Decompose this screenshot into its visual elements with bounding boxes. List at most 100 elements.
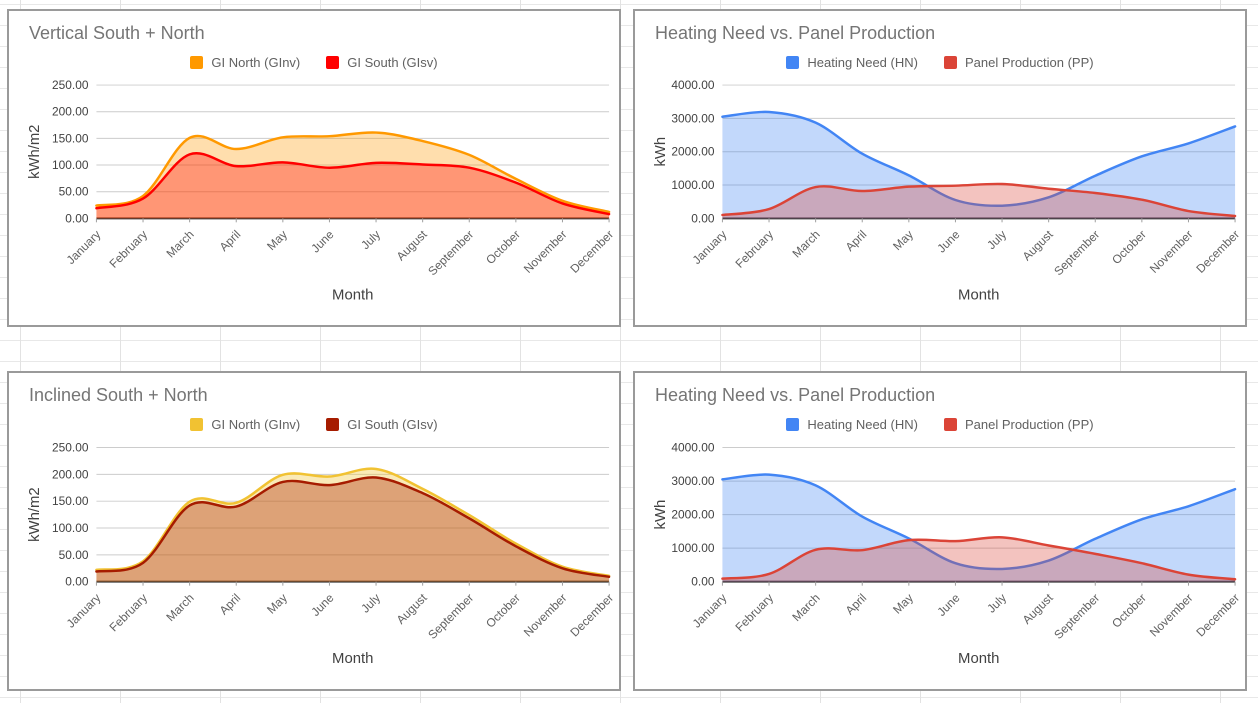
series-area: [96, 468, 610, 582]
y-axis-title: kWh/m2: [27, 125, 43, 179]
y-tick-label: 50.00: [59, 548, 89, 562]
y-tick-label: 1000.00: [671, 541, 714, 555]
chart-title: Vertical South + North: [29, 23, 205, 43]
x-tick-label: March: [163, 591, 196, 624]
chart-legend: Heating Need (HN) Panel Production (PP): [635, 55, 1245, 70]
x-tick-label: January: [64, 227, 104, 267]
chart-card-inclined-south-north[interactable]: Inclined South + North GI North (GInv) GI…: [7, 371, 621, 691]
y-tick-label: 2000.00: [671, 508, 714, 522]
legend-label: Heating Need (HN): [807, 55, 918, 70]
series-line: [95, 467, 611, 578]
chart-card-heating-vs-production-vertical[interactable]: Heating Need vs. Panel Production Heatin…: [633, 9, 1247, 327]
legend-swatch-icon: [190, 56, 204, 69]
y-tick-label: 4000.00: [671, 78, 714, 92]
x-tick-label: April: [217, 591, 244, 618]
x-tick-label: October: [483, 591, 523, 631]
legend-label: Panel Production (PP): [964, 417, 1094, 432]
series-area: [96, 132, 610, 219]
legend-item: Panel Production (PP): [943, 417, 1094, 432]
x-tick-label: September: [1051, 227, 1102, 278]
legend-label: GI North (GInv): [211, 55, 301, 70]
series-area: [722, 111, 1236, 219]
x-tick-label: May: [890, 227, 916, 253]
series-area: [96, 477, 610, 582]
legend-swatch-icon: [786, 56, 800, 69]
series-line: [95, 476, 611, 579]
legend-label: Heating Need (HN): [807, 417, 918, 432]
y-tick-label: 150.00: [52, 131, 89, 145]
chart-canvas: 4000.00 3000.00 2000.00 1000.00 0.00 January F…: [653, 441, 1242, 668]
x-tick-label: June: [308, 227, 336, 255]
chart-card-heating-vs-production-inclined[interactable]: Heating Need vs. Panel Production Heatin…: [633, 371, 1247, 691]
y-tick-label: 0.00: [65, 575, 89, 589]
x-tick-label: March: [163, 227, 196, 260]
x-tick-label: February: [733, 591, 777, 635]
series-line: [721, 110, 1237, 208]
x-tick-label: March: [789, 227, 822, 260]
x-tick-label: April: [843, 227, 870, 254]
x-tick-label: August: [394, 590, 431, 627]
x-tick-label: March: [789, 591, 822, 624]
x-tick-label: May: [264, 591, 290, 617]
chart-legend: GI North (GInv) GI South (GIsv): [9, 55, 619, 70]
legend-label: Panel Production (PP): [964, 55, 1094, 70]
chart-card-vertical-south-north[interactable]: Vertical South + North GI North (GInv) GI…: [7, 9, 621, 327]
x-tick-label: November: [1147, 591, 1196, 640]
x-tick-label: October: [1109, 227, 1149, 267]
x-tick-label: November: [521, 227, 570, 276]
y-axis-title: kWh: [653, 500, 669, 530]
y-tick-label: 200.00: [52, 467, 89, 481]
y-tick-label: 2000.00: [671, 145, 714, 159]
y-tick-label: 150.00: [52, 494, 89, 508]
x-tick-label: September: [425, 591, 476, 642]
y-tick-label: 250.00: [52, 441, 89, 455]
legend-swatch-icon: [943, 418, 957, 431]
x-tick-label: January: [690, 591, 730, 631]
x-tick-label: May: [264, 227, 290, 253]
y-tick-label: 50.00: [59, 185, 89, 199]
y-tick-label: 3000.00: [671, 474, 714, 488]
x-tick-label: October: [483, 227, 523, 267]
chart-canvas: 4000.00 3000.00 2000.00 1000.00 0.00 January F…: [653, 78, 1242, 303]
legend-swatch-icon: [326, 56, 340, 69]
x-tick-label: February: [732, 227, 776, 270]
legend-item: Heating Need (HN): [786, 55, 918, 70]
chart-title: Inclined South + North: [29, 385, 208, 405]
x-tick-label: August: [1020, 227, 1057, 263]
x-tick-label: December: [1193, 227, 1242, 276]
y-tick-label: 0.00: [65, 211, 89, 225]
y-tick-label: 100.00: [52, 158, 89, 172]
x-tick-label: May: [890, 591, 916, 617]
x-tick-label: June: [934, 227, 962, 255]
x-tick-label: April: [843, 591, 870, 618]
series-line: [721, 536, 1237, 581]
x-tick-label: August: [394, 227, 431, 263]
legend-item: GI South (GIsv): [326, 55, 438, 70]
x-axis-title: Month: [332, 287, 373, 303]
legend-item: Heating Need (HN): [786, 417, 918, 432]
x-tick-label: December: [567, 227, 616, 276]
chart-canvas: 250.00 200.00 150.00 100.00 50.00 0.00 January…: [27, 441, 616, 668]
y-tick-label: 0.00: [691, 575, 715, 589]
legend-item: GI North (GInv): [190, 55, 300, 70]
legend-swatch-icon: [943, 56, 957, 69]
x-tick-label: July: [984, 591, 1009, 616]
series-area: [722, 537, 1236, 582]
x-tick-label: February: [107, 591, 151, 635]
x-tick-label: July: [984, 227, 1009, 252]
series-line: [95, 152, 611, 216]
y-tick-label: 100.00: [52, 521, 89, 535]
x-tick-label: January: [64, 591, 104, 631]
x-axis-title: Month: [332, 651, 373, 667]
series-area: [96, 153, 610, 219]
x-axis-title: Month: [958, 287, 999, 303]
x-tick-label: June: [308, 591, 336, 619]
y-tick-label: 1000.00: [671, 178, 714, 192]
x-tick-label: January: [690, 227, 730, 267]
series-area: [722, 183, 1236, 219]
x-tick-label: September: [1051, 591, 1102, 642]
chart-legend: Heating Need (HN) Panel Production (PP): [635, 417, 1245, 432]
y-tick-label: 4000.00: [671, 441, 714, 455]
x-tick-label: September: [425, 227, 476, 278]
